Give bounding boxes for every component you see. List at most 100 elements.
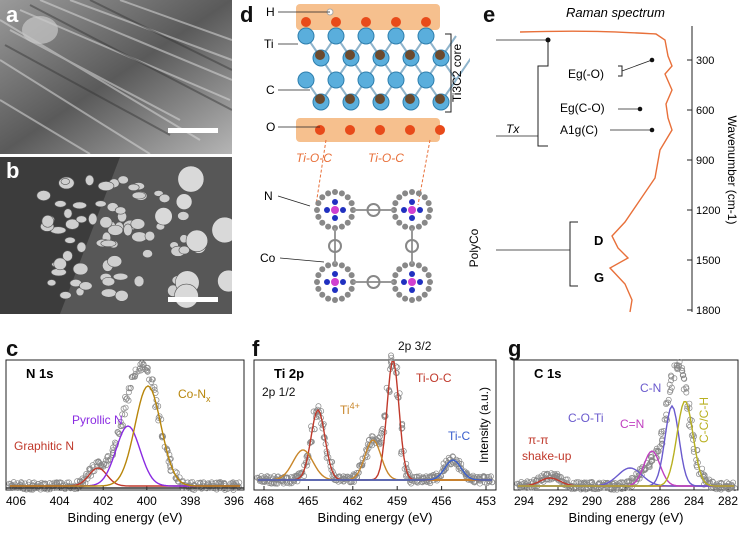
n-atom <box>332 271 338 277</box>
porphyrin-atom <box>348 200 355 207</box>
xps-data-point <box>138 360 145 366</box>
xps-data-point <box>135 368 142 375</box>
xps-data-point <box>155 403 162 410</box>
sem-particle <box>41 215 54 228</box>
label-pyrollic-n: Pyrollic N <box>72 413 123 427</box>
peak-label-eg-co: Eg(C-O) <box>560 101 605 115</box>
sem-image-b <box>0 157 232 314</box>
xps-xlabel: Binding energy (eV) <box>569 510 684 525</box>
xps-data-point <box>89 462 96 469</box>
xps-data-point <box>680 372 687 379</box>
porphyrin-atom <box>348 272 355 279</box>
porphyrin-atom <box>421 219 428 226</box>
sem-particle <box>76 241 87 253</box>
xps-data-point <box>399 424 406 431</box>
porphyrin-atom <box>409 297 415 303</box>
sem-particle <box>75 215 88 224</box>
xps-data-point <box>155 417 162 424</box>
xps-data-point <box>122 396 129 403</box>
porphyrin-atom <box>315 213 322 220</box>
panel-letter-b: b <box>6 158 20 183</box>
xps-data-point <box>420 475 427 482</box>
xps-data-point <box>398 448 405 455</box>
xps-xlabel: Binding energy (eV) <box>68 510 183 525</box>
xps-data-point <box>236 479 243 486</box>
xps-data-point <box>146 376 153 383</box>
ti-atom <box>387 27 405 45</box>
c-atom <box>405 50 415 60</box>
porphyrin-atom <box>425 285 432 292</box>
n-atom <box>409 287 415 293</box>
porphyrin-atom <box>315 285 322 292</box>
o-atom <box>315 125 325 135</box>
co-nx-curve <box>10 385 240 487</box>
xps-data-point <box>295 470 302 477</box>
xps-data-point <box>355 469 362 476</box>
c-atom <box>435 50 445 60</box>
xps-data-point <box>680 386 687 393</box>
sem-particle <box>177 211 190 221</box>
sem-blob <box>154 207 173 226</box>
sem-image-a <box>0 0 232 154</box>
c-atom <box>345 94 355 104</box>
panel-letter-e: e <box>483 2 496 27</box>
raman-axis-label: Wavenumber (cm-1) <box>725 116 739 225</box>
core-label: Ti3C2 core <box>450 44 464 103</box>
peak-label-d: D <box>594 233 603 248</box>
label-pi-pi: π-π <box>528 433 549 447</box>
sem-particle <box>62 250 73 262</box>
o-atom <box>391 17 401 27</box>
c-atom <box>315 50 325 60</box>
xps-data-point <box>100 463 107 470</box>
porphyrin-atom <box>427 207 433 213</box>
porphyrin-atom <box>344 219 351 226</box>
ti-atom <box>297 71 315 89</box>
o-atom <box>375 125 385 135</box>
ti-atom <box>387 71 405 89</box>
porphyrin-atom <box>425 272 432 279</box>
n-atom <box>401 207 407 213</box>
xps-data-point <box>29 486 36 493</box>
sem-particle <box>59 291 72 300</box>
xps-data-point <box>668 373 675 380</box>
raman-tick-label: 1800 <box>696 305 720 317</box>
porphyrin-atom <box>396 291 403 298</box>
porphyrin-atom <box>348 213 355 220</box>
sem-particle <box>131 231 148 243</box>
xps-data-point <box>166 451 173 458</box>
atom-label-c: C <box>266 83 275 97</box>
xps-data-point <box>120 405 127 412</box>
ti-c-curve <box>258 459 492 481</box>
xps-title: N 1s <box>26 366 53 381</box>
sem-particle <box>100 239 117 248</box>
sem-particle <box>63 208 73 219</box>
ti-atom <box>417 71 435 89</box>
sem-particle <box>72 201 87 210</box>
label-ti-o-c: Ti-O-C <box>416 371 452 385</box>
o-atom <box>301 17 311 27</box>
xps-tick-label: 468 <box>254 494 274 508</box>
xps-data-point <box>679 365 686 371</box>
xps-data-point <box>122 394 129 400</box>
xps-data-point <box>723 479 730 486</box>
xps-data-point <box>230 486 237 493</box>
porphyrin-atom <box>319 194 326 201</box>
porphyrin-atom <box>425 200 432 207</box>
sem-particle <box>144 230 156 242</box>
xps-tick-label: 284 <box>684 494 704 508</box>
sem-particle <box>127 183 140 191</box>
xps-data-point <box>646 464 653 471</box>
sem-particle <box>65 218 80 230</box>
porphyrin-atom <box>325 223 332 230</box>
co-atom <box>408 206 416 214</box>
xps-data-point <box>393 392 400 399</box>
o-atom <box>331 17 341 27</box>
xps-data-point <box>731 485 738 492</box>
xps-tick-label: 288 <box>616 494 636 508</box>
porphyrin-atom <box>402 190 409 197</box>
sem-particle <box>100 288 117 298</box>
o-atom <box>421 17 431 27</box>
porphyrin-atom <box>402 295 409 302</box>
xps-tick-label: 292 <box>548 494 568 508</box>
c-atom <box>375 50 385 60</box>
